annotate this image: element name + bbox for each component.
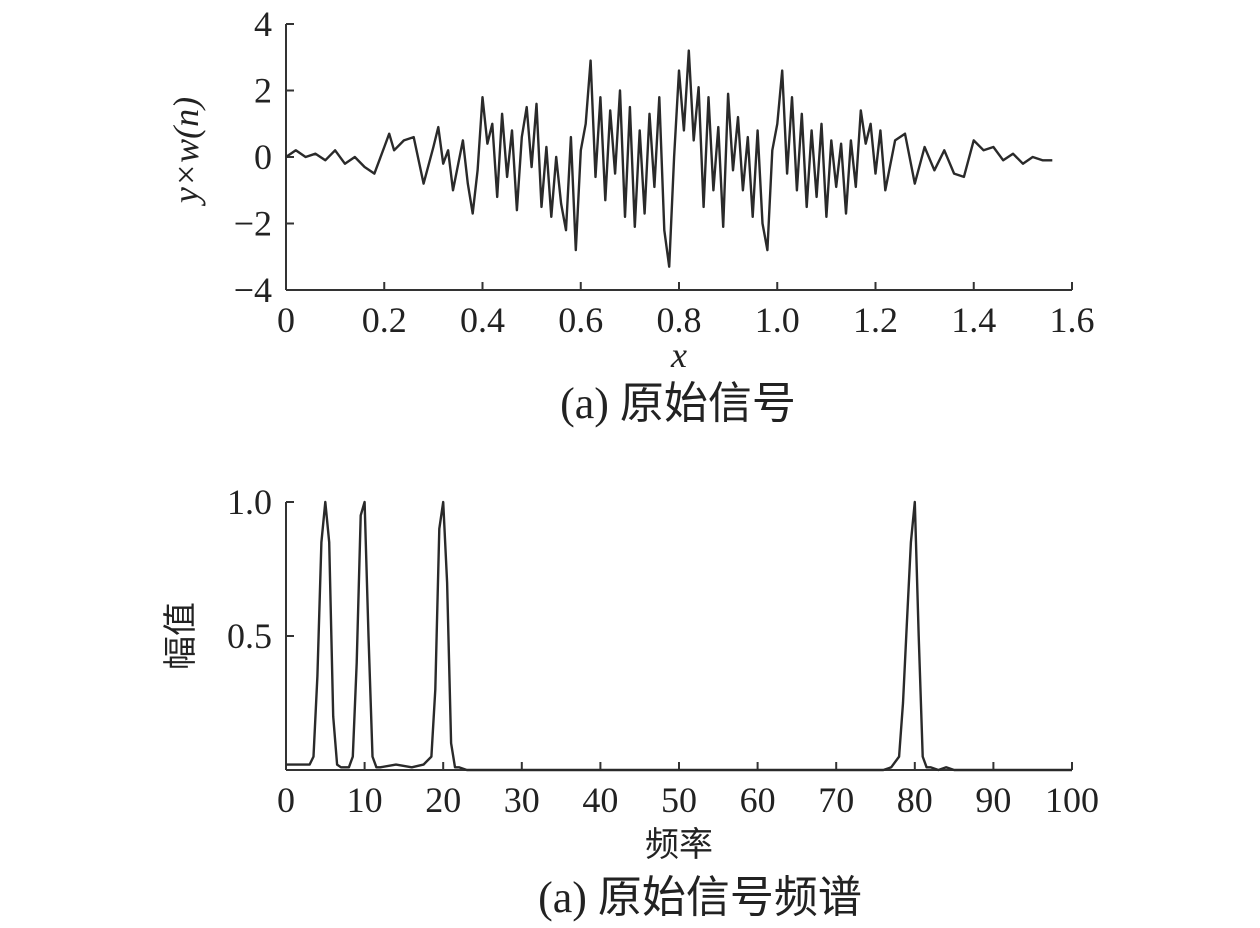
y-tick-label: 1.0 [227,482,272,522]
x-tick-label: 1.0 [755,300,800,340]
y-tick-label: 4 [254,4,272,44]
x-tick-label: 80 [897,780,933,820]
x-tick-label: 0.2 [362,300,407,340]
x-tick-label: 50 [661,780,697,820]
chart-caption: (a) 原始信号 [560,379,796,428]
y-tick-label: 0.5 [227,616,272,656]
x-axis-label: 频率 [645,825,713,865]
x-tick-label: 0.8 [657,300,702,340]
x-tick-label: 90 [975,780,1011,820]
chart-caption: (a) 原始信号频谱 [538,873,862,922]
x-tick-label: 0 [277,300,295,340]
x-tick-label: 1.6 [1050,300,1095,340]
x-tick-label: 0 [277,780,295,820]
x-tick-label: 100 [1045,780,1099,820]
x-tick-label: 60 [740,780,776,820]
y-axis-label: y×w(n) [166,97,206,206]
y-axis-label: 幅值 [161,602,201,670]
x-tick-label: 70 [818,780,854,820]
signal-chart: 0 0.2 0.4 0.6 0.8 1.0 1.2 1.4 1.6 4 2 0 −2 −4 x y×w(n… [166,4,1095,428]
y-tick-label: 2 [254,71,272,111]
series-line [285,49,1053,268]
x-axis-label: x [670,335,687,375]
x-tick-label: 0.4 [460,300,505,340]
x-tick-label: 1.2 [853,300,898,340]
x-tick-label: 1.4 [951,300,996,340]
x-tick-label: 10 [347,780,383,820]
y-tick-label: 0 [254,137,272,177]
x-tick-label: 40 [582,780,618,820]
y-tick-label: −2 [234,204,272,244]
x-tick-label: 30 [504,780,540,820]
y-tick-label: −4 [234,270,272,310]
x-tick-label: 20 [425,780,461,820]
x-tick-label: 0.6 [558,300,603,340]
series-line [286,500,1072,772]
spectrum-chart: 0 10 20 30 40 50 60 70 80 90 100 1.0 0.5 频率 幅值 (a) 原… [161,482,1099,922]
